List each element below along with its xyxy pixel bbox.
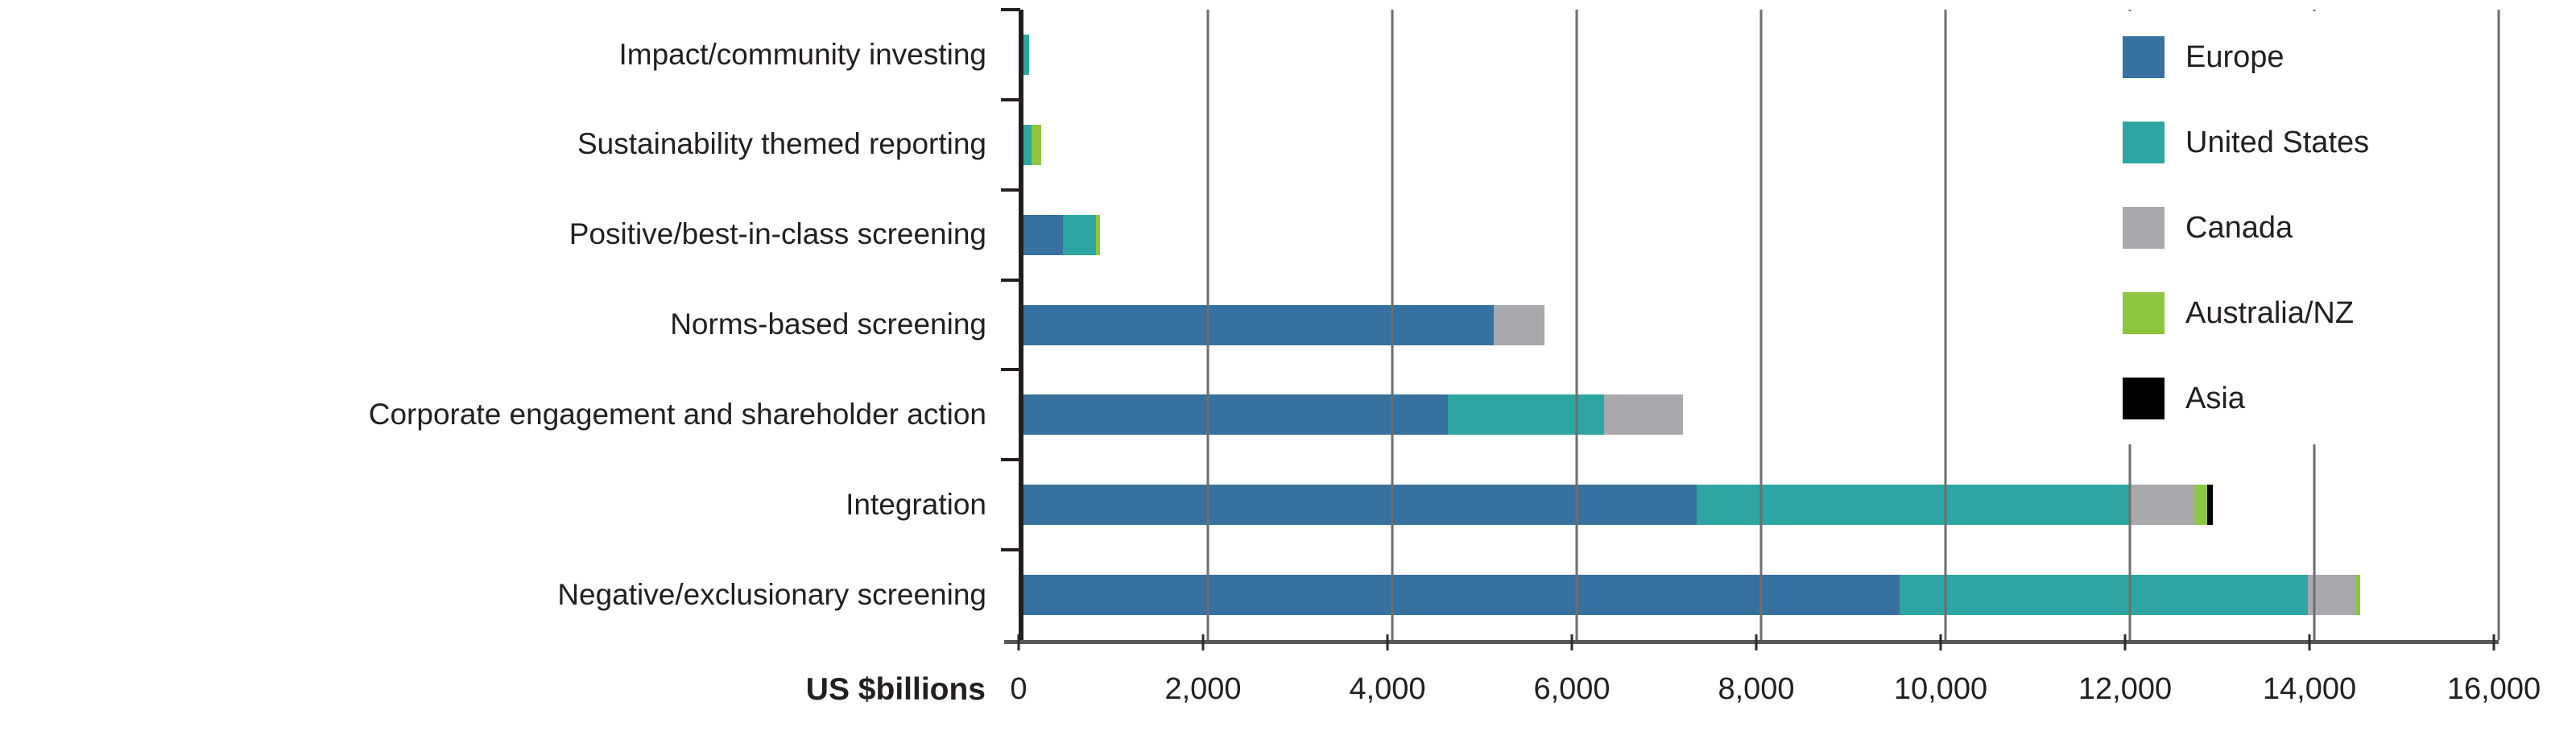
bar-segment-united-states (1063, 214, 1097, 255)
y-axis-tick (1001, 8, 1020, 11)
bar-segment-europe (1023, 485, 1697, 526)
x-axis-tick-label: 6,000 (1533, 672, 1611, 706)
x-axis-tick (2123, 634, 2127, 650)
bar-segment-europe (1023, 304, 1494, 345)
y-axis-tick (1001, 458, 1020, 462)
legend-swatch-europe (2123, 36, 2165, 78)
x-axis-tick-label: 4,000 (1349, 672, 1426, 706)
category-label: Sustainability themed reporting (577, 127, 986, 161)
bar-segment-united-states (1023, 34, 1029, 75)
x-axis-tick (1570, 634, 1573, 650)
gridline (1759, 10, 1763, 640)
bar-row (1023, 214, 2499, 255)
legend-label: Asia (2185, 381, 2245, 415)
x-axis-tick (1017, 634, 1020, 650)
bar-segment-australia-nz (2355, 575, 2361, 616)
legend: Europe United States Canada Australia/NZ Asi… (2123, 11, 2483, 444)
y-axis-tick (1001, 97, 1020, 101)
x-axis-line-extension (1004, 640, 1023, 644)
legend-swatch-asia (2123, 378, 2165, 419)
gridline (1391, 10, 1394, 640)
category-axis-labels: Impact/community investing Sustainability… (0, 10, 1001, 640)
bar-segment-united-states (1447, 394, 1605, 436)
x-axis-tick (2308, 634, 2311, 650)
bar-segment-canada (2307, 575, 2356, 616)
bar-segment-europe (1023, 214, 1064, 255)
category-label: Norms-based screening (670, 308, 986, 341)
x-axis-tick-labels: 0 2,000 4,000 6,000 8,000 10,000 12,000 14,000 1… (1010, 672, 2541, 712)
bar-segment-canada (1493, 304, 1544, 345)
x-axis-tick (1201, 634, 1205, 650)
category-label: Positive/best-in-class screening (569, 217, 986, 251)
legend-item: Canada (2123, 185, 2483, 270)
x-axis-tick-label: 2,000 (1164, 672, 1242, 706)
category-label: Corporate engagement and shareholder act… (368, 398, 986, 431)
legend-item: United States (2123, 100, 2483, 185)
legend-item: Europe (2123, 14, 2483, 100)
x-axis-tick (1755, 634, 1758, 650)
x-axis-tick (2492, 634, 2495, 650)
x-axis-tick (1939, 634, 1942, 650)
legend-item: Asia (2123, 356, 2483, 441)
bar-row (1023, 304, 2499, 345)
bar-segment-canada (2129, 485, 2195, 526)
y-axis-tick (1001, 548, 1020, 552)
bar-segment-europe (1023, 575, 1900, 616)
legend-swatch-australia-nz (2123, 292, 2165, 334)
x-axis-tick-label: 10,000 (1893, 672, 1988, 706)
legend-swatch-united-states (2123, 122, 2165, 163)
x-axis-tick-label: 14,000 (2262, 672, 2357, 706)
legend-swatch-canada (2123, 207, 2165, 249)
gridline (2497, 10, 2500, 640)
bar-segment-europe (1023, 394, 1448, 436)
legend-label: Canada (2185, 210, 2293, 245)
category-label: Negative/exclusionary screening (557, 577, 986, 611)
bar-segment-united-states (1899, 575, 2308, 616)
bar-row (1023, 34, 2499, 75)
gridline (1575, 10, 1578, 640)
category-label: Impact/community investing (618, 37, 986, 71)
bar-row (1023, 394, 2499, 436)
bar-segment-canada (1604, 394, 1683, 436)
bar-row (1023, 575, 2499, 616)
category-label: Integration (846, 487, 986, 521)
bar-segment-australia-nz (1096, 214, 1101, 255)
x-axis-tick-label: 16,000 (2446, 672, 2541, 706)
x-axis-tick-label: 12,000 (2078, 672, 2173, 706)
legend-item: Australia/NZ (2123, 270, 2483, 356)
bar-row (1023, 485, 2499, 526)
y-axis-tick (1001, 188, 1020, 192)
legend-label: Europe (2185, 39, 2284, 74)
legend-label: Australia/NZ (2185, 295, 2355, 330)
legend-label: United States (2185, 125, 2370, 159)
gridline (1206, 10, 1209, 640)
bar-segment-united-states (1023, 124, 1032, 165)
bar-row (1023, 124, 2499, 165)
x-axis-title: US $billions (805, 672, 986, 707)
plot-area (1001, 8, 2500, 644)
x-axis-tick-label: 8,000 (1718, 672, 1795, 706)
x-axis-tick (1386, 634, 1389, 650)
y-axis-tick (1001, 278, 1020, 282)
bar-segment-australia-nz (2194, 485, 2207, 526)
bar-segment-asia (2206, 485, 2214, 526)
bar-segment-united-states (1696, 485, 2130, 526)
gridline (1944, 10, 1947, 640)
bar-segment-australia-nz (1032, 124, 1041, 165)
y-axis-tick (1001, 368, 1020, 372)
x-axis-tick-label: 0 (1010, 672, 1028, 706)
